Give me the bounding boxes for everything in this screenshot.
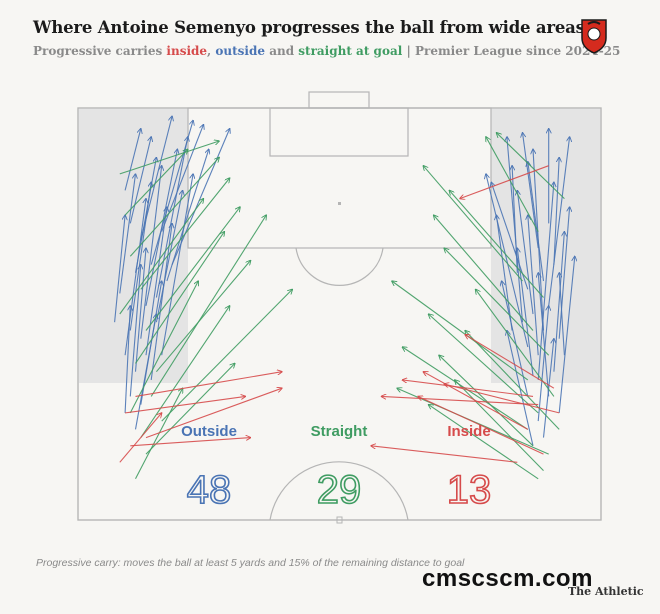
carry-arrow-outside — [155, 190, 182, 323]
carry-arrow-outside — [114, 215, 126, 323]
carry-arrow-outside — [486, 174, 529, 348]
carry-arrow-outside — [124, 129, 141, 191]
carry-arrow-straight — [449, 190, 544, 298]
center-circle — [269, 461, 409, 521]
footnote: Progressive carry: moves the ball at lea… — [36, 557, 465, 569]
carry-arrow-inside — [119, 413, 162, 463]
carry-arrow-outside — [124, 199, 146, 356]
carry-arrow-straight — [140, 306, 230, 438]
label-inside: Inside — [447, 423, 490, 440]
carry-arrow-outside — [145, 207, 167, 356]
carry-arrow-outside — [559, 273, 565, 356]
carry-arrow-outside — [548, 137, 570, 306]
carry-arrow-outside — [496, 215, 513, 331]
carry-arrow-inside — [402, 380, 534, 397]
subtitle-sep: and — [265, 44, 299, 58]
carry-arrow-outside — [542, 339, 554, 438]
carry-arrow-straight — [129, 157, 219, 257]
carry-arrow-outside — [161, 174, 193, 356]
carry-arrow-straight — [119, 199, 204, 315]
carry-arrow-straight — [439, 355, 534, 447]
watermark: cmscscm.com — [422, 565, 593, 592]
carry-arrow-outside — [558, 207, 569, 339]
carry-arrow-inside — [371, 446, 518, 463]
carry-arrow-outside — [134, 314, 157, 430]
carry-arrow-straight — [496, 133, 565, 199]
carry-arrow-outside — [150, 223, 172, 380]
carry-arrow-straight — [455, 380, 544, 471]
carry-arrow-straight — [135, 232, 225, 364]
carry-arrow-straight — [150, 215, 266, 397]
carry-arrow-straight — [119, 141, 219, 175]
carry-arrow-inside — [130, 438, 250, 447]
carry-arrow-straight — [428, 314, 539, 414]
subtitle-prefix: Progressive carries — [33, 44, 167, 58]
label-straight: Straight — [311, 423, 368, 440]
carry-arrow-straight — [161, 289, 293, 422]
carry-arrow-outside — [124, 306, 130, 413]
carry-arrow-inside — [125, 396, 245, 414]
carry-arrow-outside — [517, 190, 534, 315]
carry-arrow-straight — [155, 260, 250, 373]
carry-arrow-outside — [553, 232, 565, 372]
subtitle-sep: , — [207, 44, 216, 58]
label-outside: Outside — [181, 423, 237, 440]
subtitle-suffix: | Premier League since 2024-25 — [402, 44, 621, 58]
carry-arrow-straight — [129, 281, 198, 414]
carry-arrow-inside — [465, 335, 555, 389]
carry-arrow-outside — [533, 149, 545, 331]
carry-arrow-outside — [512, 166, 518, 273]
club-crest-icon — [581, 19, 607, 54]
carry-arrow-straight — [465, 331, 560, 430]
carry-arrow-straight — [428, 405, 539, 480]
subtitle-outside: outside — [215, 44, 266, 58]
carry-arrow-straight — [486, 137, 539, 232]
count-inside: 13 — [447, 468, 492, 512]
carry-arrow-straight — [444, 248, 550, 356]
carry-arrow-straight — [423, 166, 523, 282]
subtitle-straight: straight at goal — [298, 44, 403, 58]
carry-arrow-outside — [129, 137, 151, 224]
carry-arrow-inside — [135, 372, 283, 397]
carry-arrow-outside — [129, 182, 151, 331]
carry-arrow-inside — [423, 372, 529, 430]
carry-arrow-straight — [124, 149, 188, 216]
carry-arrow-straight — [140, 178, 230, 290]
chart-title: Where Antoine Semenyo progresses the bal… — [33, 18, 585, 37]
carry-arrow-inside — [460, 165, 549, 199]
penalty-arc — [295, 247, 384, 286]
carry-arrow-inside — [444, 384, 560, 414]
subtitle-inside: inside — [166, 44, 208, 58]
carry-arrow-straight — [392, 281, 529, 381]
carry-arrow-outside — [517, 248, 534, 376]
carry-arrow-straight — [434, 215, 534, 331]
center-spot — [336, 516, 343, 524]
carry-arrow-outside — [537, 306, 549, 422]
chart-subtitle: Progressive carries inside, outside and … — [33, 44, 620, 58]
carry-arrow-outside — [523, 133, 539, 249]
carry-arrow-outside — [558, 256, 575, 413]
carry-arrow-straight — [476, 289, 555, 397]
carry-arrows — [114, 116, 575, 480]
carry-arrow-inside — [418, 396, 544, 455]
carry-arrow-outside — [140, 166, 162, 339]
carry-arrow-outside — [553, 157, 559, 265]
carry-arrow-straight — [135, 388, 183, 480]
count-outside: 48 — [187, 468, 232, 512]
penalty-spot — [338, 202, 341, 205]
carry-arrow-outside — [528, 162, 545, 282]
carry-arrow-inside — [145, 388, 282, 439]
carry-arrow-outside — [491, 182, 529, 290]
count-straight: 29 — [317, 468, 362, 512]
carry-arrow-straight — [145, 363, 235, 455]
carry-arrow-outside — [155, 137, 187, 298]
carry-arrow-straight — [145, 207, 240, 331]
brand-logo: The Athletic — [568, 585, 644, 598]
carry-arrow-outside — [119, 174, 136, 294]
goal — [308, 91, 370, 109]
carry-arrow-outside — [134, 248, 147, 372]
carry-arrow-inside — [381, 396, 539, 406]
